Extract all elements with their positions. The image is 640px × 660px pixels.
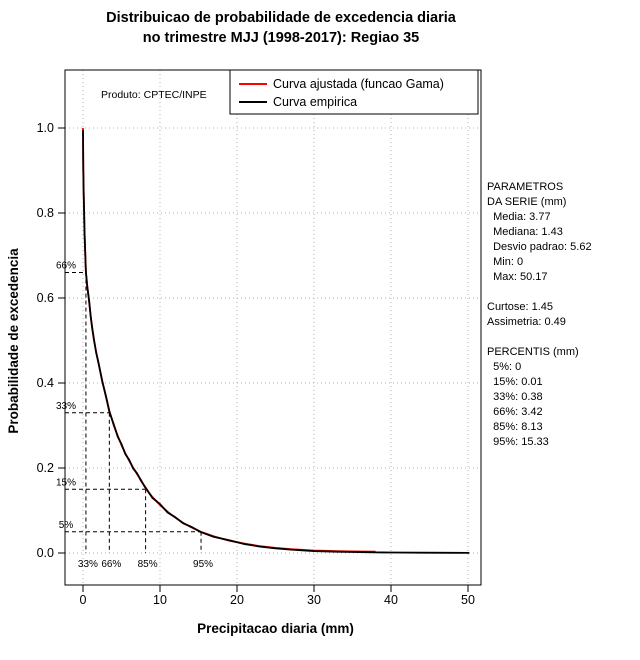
y-tick-label: 0.4 — [37, 376, 54, 390]
panel-line: DA SERIE (mm) — [487, 196, 567, 208]
panel-line: PERCENTIS (mm) — [487, 346, 579, 358]
panel-line: Max: 50.17 — [487, 271, 548, 283]
panel-line: 15%: 0.01 — [487, 376, 543, 388]
x-axis-title: Precipitacao diaria (mm) — [197, 621, 354, 636]
plot-border — [64, 69, 482, 586]
percentile-value-label: 66% — [101, 559, 121, 570]
percentile-exceedance-label: 5% — [59, 520, 74, 531]
percentile-value-label: 95% — [193, 559, 213, 570]
legend-box — [229, 69, 479, 115]
y-tick-label: 0.0 — [37, 546, 54, 560]
chart-title-line1: Distribuicao de probabilidade de exceden… — [106, 10, 456, 26]
x-tick-label: 10 — [153, 593, 167, 607]
panel-line: 85%: 8.13 — [487, 421, 543, 433]
legend-item-label: Curva empirica — [273, 95, 357, 109]
x-tick-label: 30 — [307, 593, 321, 607]
panel-line — [487, 285, 637, 300]
y-tick-label: 0.2 — [37, 461, 54, 475]
panel-line: 95%: 15.33 — [487, 436, 549, 448]
panel-line: Mediana: 1.43 — [487, 226, 563, 238]
panel-line: 33%: 0.38 — [487, 391, 543, 403]
panel-line: Assimetria: 0.49 — [487, 316, 566, 328]
y-axis-title: Probabilidade de excedencia — [6, 248, 21, 434]
panel-line: 66%: 3.42 — [487, 406, 543, 418]
panel-line: Desvio padrao: 5.62 — [487, 241, 592, 253]
gamma-fit-curve — [82, 127, 376, 553]
x-tick-label: 20 — [230, 593, 244, 607]
percentile-exceedance-label: 66% — [56, 261, 76, 272]
panel-line — [487, 330, 637, 345]
y-tick-label: 0.6 — [37, 291, 54, 305]
chart-title-line2: no trimestre MJJ (1998-2017): Regiao 35 — [142, 30, 420, 46]
x-tick-label: 50 — [461, 593, 475, 607]
product-annotation: Produto: CPTEC/INPE — [101, 89, 207, 101]
legend-item-label: Curva ajustada (funcao Gama) — [273, 77, 444, 91]
panel-line: Curtose: 1.45 — [487, 301, 554, 313]
x-tick-label: 0 — [80, 593, 87, 607]
percentile-exceedance-label: 33% — [56, 401, 76, 412]
percentile-exceedance-label: 15% — [56, 477, 76, 488]
chart-title: Distribuicao de probabilidade de exceden… — [0, 8, 562, 48]
panel-line: Min: 0 — [487, 256, 524, 268]
empirical-curve — [82, 130, 470, 554]
x-tick-label: 40 — [384, 593, 398, 607]
percentile-value-label: 33% — [78, 559, 98, 570]
panel-line: Media: 3.77 — [487, 211, 551, 223]
y-tick-label: 0.8 — [37, 206, 54, 220]
y-tick-label: 1.0 — [37, 121, 54, 135]
percentile-value-label: 85% — [138, 559, 158, 570]
panel-line: 5%: 0 — [487, 361, 522, 373]
series-parameters-panel: PARAMETROS DA SERIE (mm) Media: 3.77 Medi… — [487, 180, 637, 450]
panel-line: PARAMETROS — [487, 181, 564, 193]
